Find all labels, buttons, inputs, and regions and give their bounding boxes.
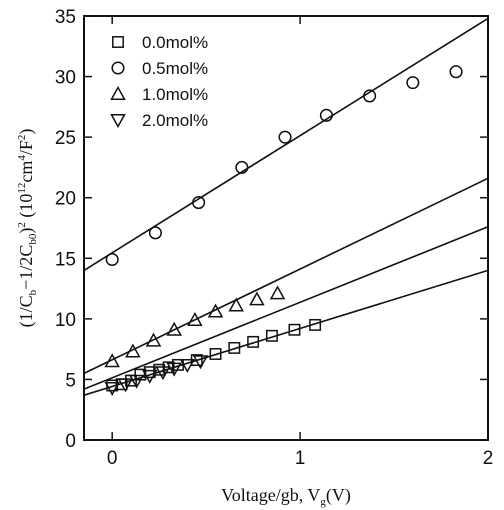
fit-line: [83, 177, 489, 375]
data-point: [319, 108, 333, 122]
data-point: [125, 343, 141, 358]
data-point: [249, 291, 265, 306]
data-point: [148, 226, 162, 240]
x-axis-title: Voltage/gb, Vg(V): [221, 485, 351, 508]
data-point: [166, 321, 182, 336]
legend-label: 2.0mol%: [142, 111, 208, 130]
data-point: [235, 160, 249, 174]
data-point: [192, 355, 209, 370]
fit-line: [83, 269, 489, 396]
data-point: [145, 332, 162, 347]
data-points: [104, 65, 463, 396]
data-point: [228, 341, 241, 354]
legend-marker: [111, 61, 125, 75]
data-point: [179, 358, 196, 373]
legend: 0.0mol% 0.5mol% 1.0mol% 2.0mol%: [110, 33, 208, 130]
data-point: [104, 381, 120, 396]
y-axis-title: (1/Cb−1/2Cb0)2 (1012cm4/F2): [16, 129, 39, 328]
y-tick-label: 15: [55, 249, 76, 270]
data-point: [192, 196, 206, 210]
data-point: [209, 348, 222, 360]
data-point: [449, 65, 463, 79]
data-point: [363, 89, 377, 103]
data-point: [166, 362, 182, 377]
y-tick-label: 0: [65, 431, 76, 452]
y-tick-label: 10: [55, 310, 76, 331]
data-point: [153, 363, 166, 376]
data-point: [207, 303, 224, 318]
legend-marker: [110, 114, 126, 129]
data-point: [278, 130, 292, 144]
legend-marker: [112, 36, 124, 48]
legend-label: 1.0mol%: [142, 85, 208, 104]
data-point: [406, 76, 420, 90]
data-point: [269, 285, 286, 300]
y-tick-label: 35: [55, 7, 76, 28]
legend-label: 0.5mol%: [142, 59, 208, 78]
legend-label: 0.0mol%: [142, 33, 208, 52]
y-tick-label: 20: [55, 189, 76, 210]
y-tick-label: 5: [65, 370, 76, 391]
plot-frame: [83, 15, 489, 441]
fit-line: [83, 226, 489, 390]
data-point: [288, 323, 301, 336]
data-point: [247, 335, 260, 348]
y-tick-label: 25: [55, 128, 76, 149]
data-point: [228, 297, 244, 312]
data-point: [104, 353, 120, 368]
data-point: [155, 366, 171, 381]
data-point: [128, 374, 145, 389]
data-point: [187, 312, 203, 327]
data-point: [141, 369, 158, 384]
y-tick-label: 30: [55, 68, 76, 89]
data-point: [265, 329, 278, 342]
data-point: [117, 378, 134, 393]
data-point: [105, 252, 119, 267]
x-tick-label: 1: [295, 448, 306, 469]
x-tick-label: 2: [483, 448, 494, 469]
fit-line: [83, 17, 489, 272]
x-tick-label: 0: [107, 448, 118, 469]
data-point: [309, 318, 322, 331]
legend-marker: [110, 85, 126, 100]
